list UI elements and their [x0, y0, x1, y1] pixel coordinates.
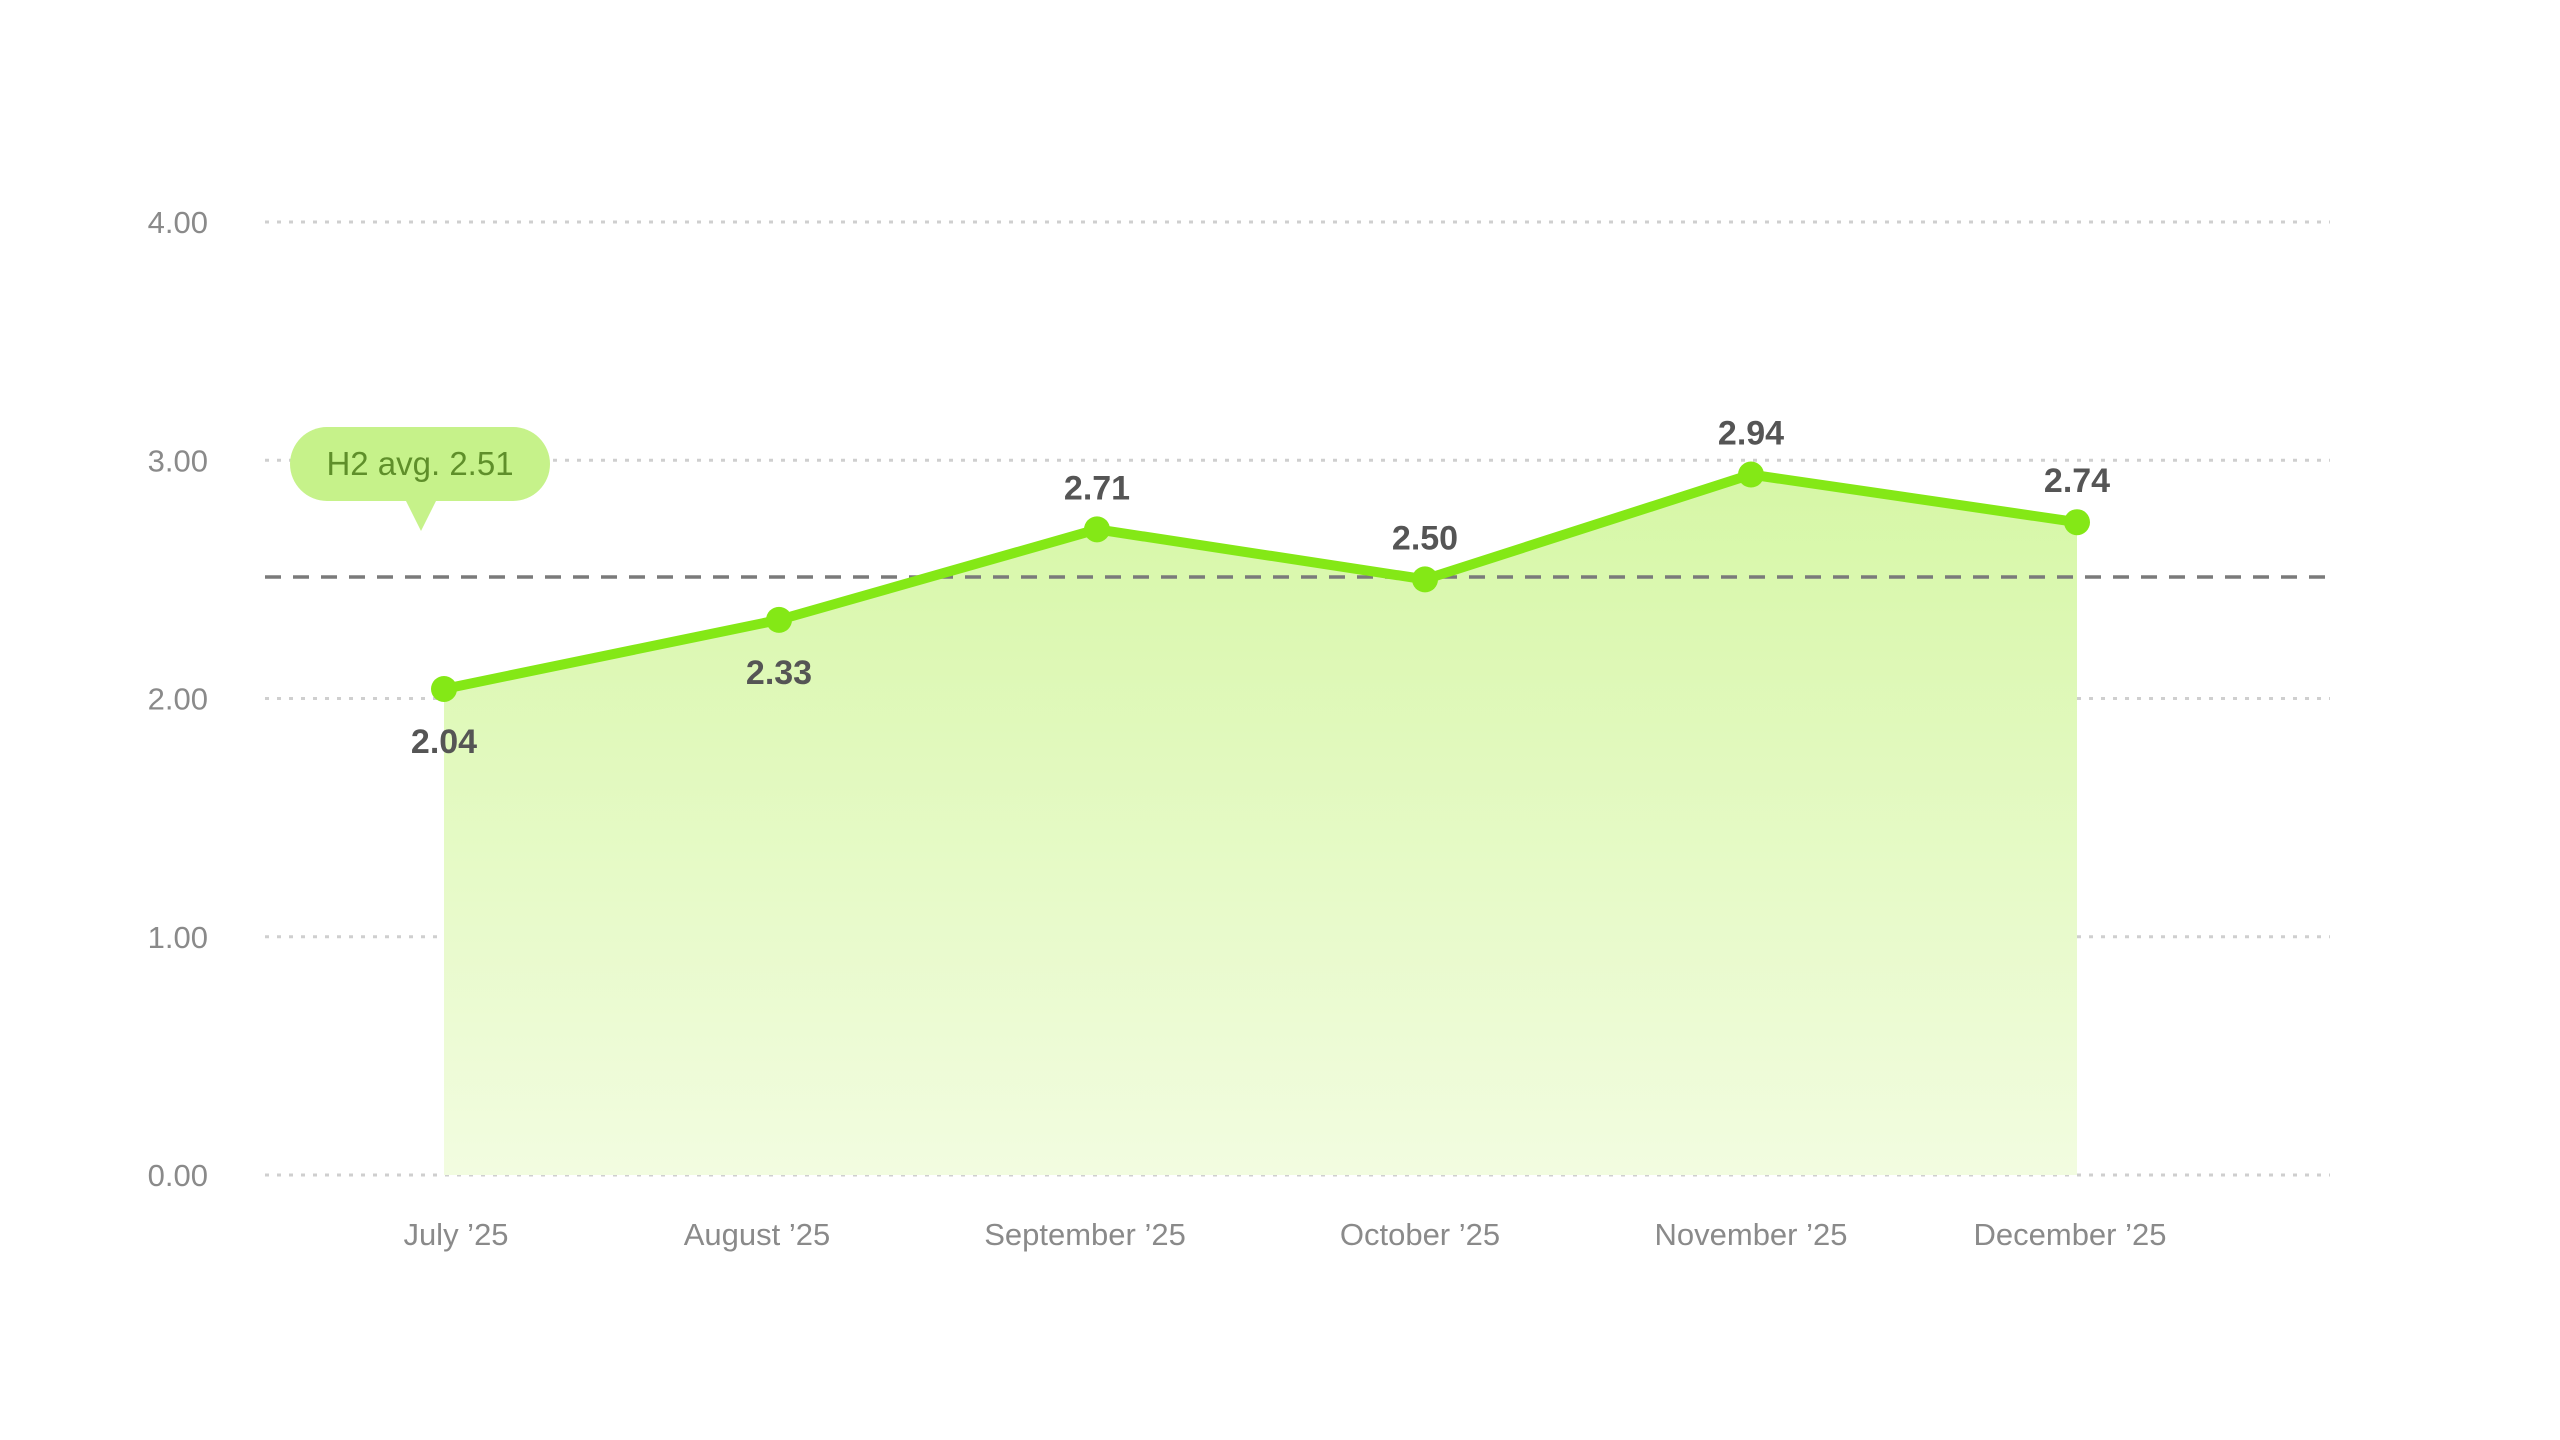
y-tick-label: 3.00 [148, 443, 208, 478]
data-point [1412, 566, 1438, 593]
avg-badge-layer: H2 avg. 2.51 [290, 427, 550, 531]
avg-badge [290, 427, 550, 501]
line-layer [439, 469, 2082, 694]
y-tick-label: 0.00 [148, 1158, 208, 1193]
data-label: 2.04 [411, 723, 477, 761]
x-tick-label: August ’25 [684, 1217, 831, 1252]
x-tick-label: November ’25 [1655, 1217, 1848, 1252]
x-tick-label: December ’25 [1974, 1217, 2167, 1252]
data-label: 2.33 [746, 654, 812, 692]
y-axis: 0.00 1.00 2.00 3.00 4.00 [148, 205, 208, 1193]
data-point [2064, 509, 2090, 536]
data-label: 2.74 [2044, 462, 2110, 500]
area-fill [444, 474, 2077, 1175]
point-layer [431, 461, 2090, 702]
y-tick-label: 2.00 [148, 682, 208, 717]
y-tick-label: 4.00 [148, 205, 208, 240]
avg-badge-pointer [405, 499, 437, 531]
series-line [439, 469, 2082, 694]
avg-badge-label: H2 avg. 2.51 [326, 445, 513, 482]
data-label-layer: 2.04 2.33 2.71 2.50 2.94 2.74 [411, 415, 2110, 761]
data-point [1738, 461, 1764, 488]
data-label: 2.50 [1392, 519, 1458, 557]
x-axis: July ’25 August ’25 September ’25 October ’… [403, 1217, 2166, 1252]
x-tick-label: October ’25 [1340, 1217, 1500, 1252]
data-label: 2.71 [1064, 469, 1130, 507]
data-point [766, 606, 792, 633]
area-layer [444, 474, 2077, 1175]
x-tick-label: September ’25 [984, 1217, 1186, 1252]
x-tick-label: July ’25 [403, 1217, 508, 1252]
data-point [431, 675, 457, 702]
data-label: 2.94 [1718, 415, 1784, 453]
data-point [1084, 516, 1110, 543]
y-tick-label: 1.00 [148, 920, 208, 955]
